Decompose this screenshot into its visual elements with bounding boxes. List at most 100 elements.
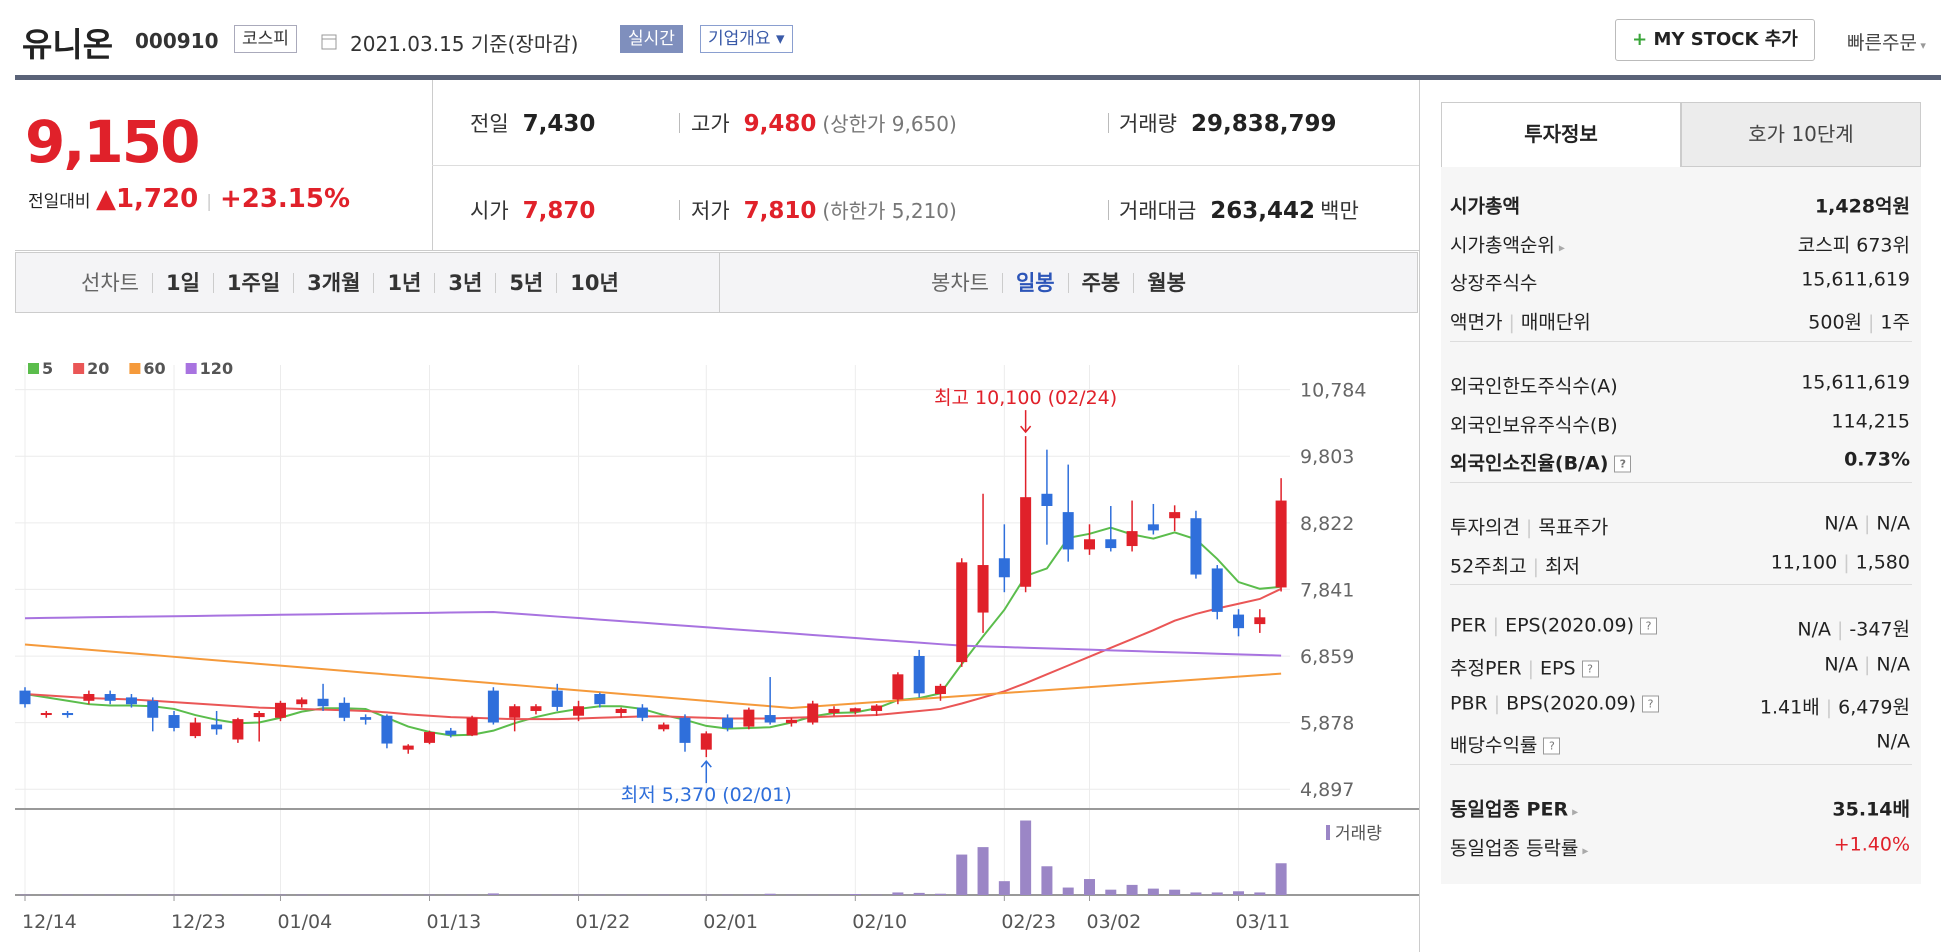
mystock-button[interactable]: + MY STOCK 추가 [1615, 19, 1815, 61]
candle-body [1254, 617, 1266, 625]
info-row: 시가총액 1,428억원 [1450, 192, 1910, 219]
value-text: +1.40% [1833, 833, 1910, 856]
candle-body [615, 708, 627, 714]
candle-body [934, 685, 946, 695]
candle-body [785, 719, 797, 724]
stock-code: 000910 [135, 29, 219, 53]
info-value: +1.40% [1834, 833, 1910, 860]
volume-bar [1041, 866, 1053, 895]
group-separator [1450, 764, 1912, 766]
candle-body [998, 558, 1010, 578]
candle-body [1169, 512, 1181, 519]
value-text: 6,479원 [1838, 696, 1910, 719]
volume-bar [509, 894, 521, 896]
label-text: 외국인한도주식수(A) [1450, 375, 1618, 398]
candle-body [551, 690, 563, 707]
info-row: PER | EPS(2020.09)? N/A | -347원 [1450, 615, 1910, 642]
candle-body [274, 702, 286, 718]
volume-bar [1126, 884, 1138, 895]
info-label: 시가총액 [1450, 192, 1520, 219]
help-icon[interactable]: ? [1642, 695, 1660, 713]
value: 29,838,799 [1190, 111, 1337, 137]
candle-body [125, 697, 137, 705]
info-value: 500원 | 1주 [1808, 308, 1910, 335]
volume-bar [551, 894, 563, 896]
help-icon[interactable]: ? [1581, 660, 1599, 678]
tab[interactable]: 5년 [495, 273, 556, 294]
info-value: 15,611,619 [1801, 269, 1910, 296]
panel-tab-active[interactable]: 투자정보 [1441, 102, 1681, 167]
change-row: 전일대비 ▲1,720 | +23.15% [28, 184, 351, 214]
volume-bar [573, 894, 585, 896]
value-text: 0.73% [1844, 448, 1910, 471]
candle-body [1211, 568, 1223, 612]
day-high: 고가 9,480 (상한가 9,650) [691, 108, 957, 138]
candle-body [381, 715, 393, 744]
tab[interactable]: 10년 [556, 273, 632, 294]
arrow-icon: ▸ [1572, 804, 1579, 819]
label-text: 최저 [1545, 555, 1580, 578]
change-value: 1,720 [115, 184, 199, 214]
moving-average-line [24, 610, 1282, 657]
trade-amount: 거래대금 263,442 백만 [1119, 195, 1359, 225]
help-icon[interactable]: ? [1543, 737, 1561, 755]
help-icon[interactable]: ? [1614, 455, 1632, 473]
trade-volume: 거래량 29,838,799 [1119, 108, 1336, 138]
realtime-button[interactable]: 실시간 [620, 25, 683, 53]
tab[interactable]: 1년 [373, 273, 434, 294]
value: 7,870 [522, 198, 596, 224]
tab[interactable]: 3개월 [293, 273, 373, 294]
tab[interactable]: 월봉 [1133, 273, 1199, 294]
volume-bar [743, 894, 755, 896]
volume-bar [424, 894, 436, 896]
unit: 백만 [1320, 199, 1359, 223]
value: 7,810 [743, 198, 817, 224]
tab[interactable]: 주봉 [1067, 273, 1134, 294]
current-price: 9,150 [25, 108, 200, 176]
value-text: 35.14배 [1832, 798, 1910, 821]
label-text: 배당수익률 [1450, 734, 1538, 757]
tab[interactable]: 1일 [151, 273, 213, 294]
value-text: N/A [1824, 512, 1858, 535]
candle-body [317, 698, 329, 707]
candle-body [1062, 512, 1074, 550]
x-tick-label: 02/10 [852, 911, 907, 933]
tab[interactable]: 일봉 [1001, 273, 1068, 294]
candle-body [211, 724, 223, 730]
volume-bar [892, 892, 904, 895]
volume-bar [658, 894, 670, 896]
volume-bar [253, 894, 265, 896]
volume-bar [296, 894, 308, 896]
volume-bar [1275, 863, 1287, 895]
info-value: N/A [1876, 731, 1910, 758]
candle-body [807, 703, 819, 723]
line-tabs: 선차트 1일 1주일 3개월 1년 3년 5년 10년 [81, 263, 632, 303]
info-label: 상장주식수 [1450, 269, 1537, 296]
overview-button[interactable]: 기업개요 ▾ [700, 25, 793, 53]
volume-bar [807, 894, 819, 896]
volume-bar [1062, 887, 1074, 895]
volume-bar [1105, 889, 1117, 895]
value-text: 1주 [1880, 311, 1910, 334]
tab[interactable]: 3년 [434, 273, 495, 294]
volume-bar [785, 894, 797, 896]
label-text: 52주최고 [1450, 555, 1527, 578]
quote-row-line [432, 165, 1419, 166]
label-text: EPS [1540, 657, 1576, 680]
panel-tab[interactable]: 호가 10단계 [1681, 102, 1921, 167]
legend-label: 5 [42, 359, 53, 378]
x-tick-label: 02/23 [1001, 911, 1056, 933]
volume-bar [700, 894, 712, 896]
base-date: 2021.03.15 기준(장마감) [350, 32, 579, 56]
tab[interactable]: 1주일 [212, 273, 293, 294]
candle-body [509, 706, 521, 718]
candle-body [253, 713, 265, 718]
volume-bar [679, 894, 691, 896]
quick-order[interactable]: 빠른주문 ▾ [1847, 32, 1926, 54]
divider: | [1843, 551, 1850, 574]
x-tick-label: 12/23 [171, 911, 226, 933]
help-icon[interactable]: ? [1640, 617, 1657, 635]
info-row: 상장주식수 15,611,619 [1450, 269, 1910, 296]
volume-bar [62, 894, 74, 896]
candle-body [168, 715, 180, 728]
